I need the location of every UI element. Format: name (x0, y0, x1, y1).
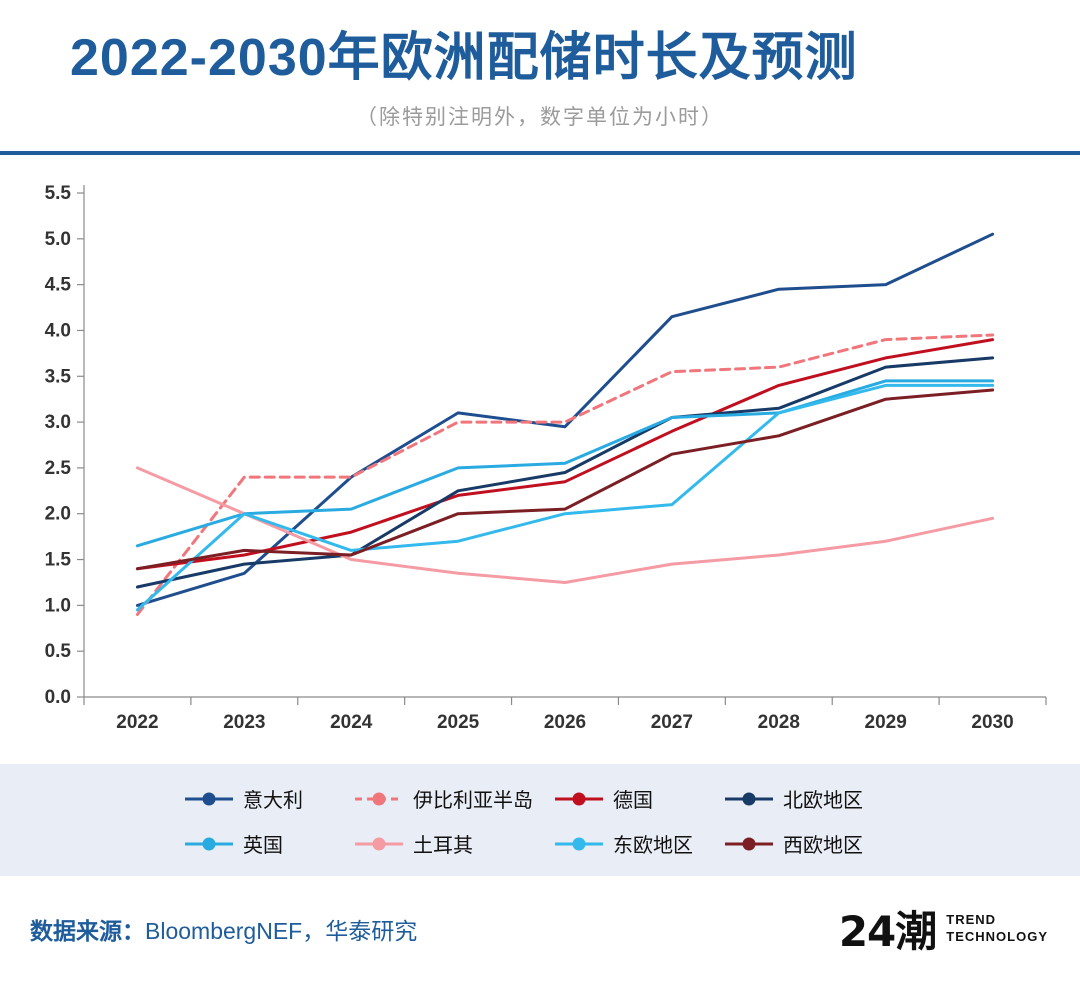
legend-label: 德国 (613, 790, 653, 813)
logo-text: TREND TECHNOLOGY (946, 912, 1048, 945)
x-tick-label: 2027 (651, 712, 693, 733)
brand-logo: 24潮 TREND TECHNOLOGY (839, 898, 1048, 959)
series-line-土耳其 (135, 466, 995, 585)
legend-marker-icon (355, 837, 403, 851)
x-tick-label: 2025 (437, 712, 480, 733)
data-source-text: BloombergNEF，华泰研究 (145, 917, 418, 944)
y-tick-label: 4.5 (45, 275, 72, 296)
header-divider (0, 151, 1080, 156)
y-tick-label: 2.5 (45, 458, 72, 479)
legend-band: 意大利 伊比利亚半岛 德国 北欧地区英国 土耳其 东欧地区 西欧地区 (0, 764, 1080, 877)
legend-label: 土耳其 (413, 835, 473, 858)
legend-item: 英国 (185, 829, 355, 858)
y-tick-label: 3.0 (45, 412, 71, 433)
legend-label: 东欧地区 (613, 835, 693, 858)
series-line-德国 (135, 338, 995, 571)
y-tick-label: 1.5 (45, 550, 72, 571)
legend-label: 伊比利亚半岛 (413, 790, 533, 813)
data-source: 数据来源：BloombergNEF，华泰研究 (30, 912, 417, 946)
legend-item: 西欧地区 (725, 829, 895, 858)
y-tick-label: 2.0 (45, 504, 71, 525)
series-line-西欧地区 (135, 388, 995, 571)
y-tick-label: 5.5 (45, 183, 72, 204)
legend-label: 意大利 (243, 790, 303, 813)
page-title: 2022-2030年欧洲配储时长及预测 (70, 29, 858, 87)
series-line-北欧地区 (135, 356, 995, 589)
legend-marker-icon (185, 837, 233, 851)
logo-text-line2: TECHNOLOGY (946, 928, 1048, 944)
y-tick-label: 4.0 (45, 321, 71, 342)
legend-marker-icon (555, 792, 603, 806)
legend-item: 北欧地区 (725, 784, 895, 813)
legend-label: 北欧地区 (783, 790, 863, 813)
legend-marker-icon (355, 792, 403, 806)
series-line-东欧地区 (135, 384, 995, 612)
x-tick-label: 2024 (330, 712, 373, 733)
legend: 意大利 伊比利亚半岛 德国 北欧地区英国 土耳其 东欧地区 西欧地区 (0, 784, 1080, 858)
x-tick-label: 2022 (116, 712, 158, 733)
data-source-label: 数据来源： (30, 917, 145, 944)
x-tick-label: 2030 (971, 712, 1013, 733)
y-tick-label: 0.0 (45, 687, 71, 708)
legend-marker-icon (725, 837, 773, 851)
legend-item: 德国 (555, 784, 725, 813)
x-tick-label: 2029 (865, 712, 907, 733)
series-line-意大利 (135, 232, 995, 608)
legend-marker-icon (185, 792, 233, 806)
line-chart: 0.0 0.5 1.0 1.5 2.0 2.5 3.0 3.5 4.0 4.5 5.0 5.5 2022… (45, 183, 1047, 733)
footer: 数据来源：BloombergNEF，华泰研究 24潮 TREND TECHNOL… (0, 898, 1080, 959)
legend-marker-icon (725, 792, 773, 806)
series-line-英国 (135, 379, 995, 548)
series-line-伊比利亚半岛 (135, 333, 995, 617)
legend-item: 东欧地区 (555, 829, 725, 858)
x-tick-label: 2028 (758, 712, 800, 733)
y-tick-label: 1.0 (45, 596, 71, 617)
legend-item: 土耳其 (355, 829, 555, 858)
legend-label: 西欧地区 (783, 835, 863, 858)
x-tick-label: 2023 (223, 712, 265, 733)
legend-label: 英国 (243, 835, 283, 858)
page-subtitle: （除特别注明外，数字单位为小时） (356, 106, 724, 130)
y-tick-label: 3.5 (45, 366, 72, 387)
legend-marker-icon (555, 837, 603, 851)
legend-item: 意大利 (185, 784, 355, 813)
legend-item: 伊比利亚半岛 (355, 784, 555, 813)
x-tick-label: 2026 (544, 712, 586, 733)
y-tick-label: 0.5 (45, 641, 72, 662)
header: 2022-2030年欧洲配储时长及预测 （除特别注明外，数字单位为小时） (0, 0, 1080, 131)
logo-mark: 24潮 (838, 907, 937, 957)
logo-text-line1: TREND (946, 912, 997, 928)
chart-area: 0.0 0.5 1.0 1.5 2.0 2.5 3.0 3.5 4.0 4.5 5.0 5.5 2022… (0, 155, 1080, 758)
y-tick-label: 5.0 (45, 229, 71, 250)
